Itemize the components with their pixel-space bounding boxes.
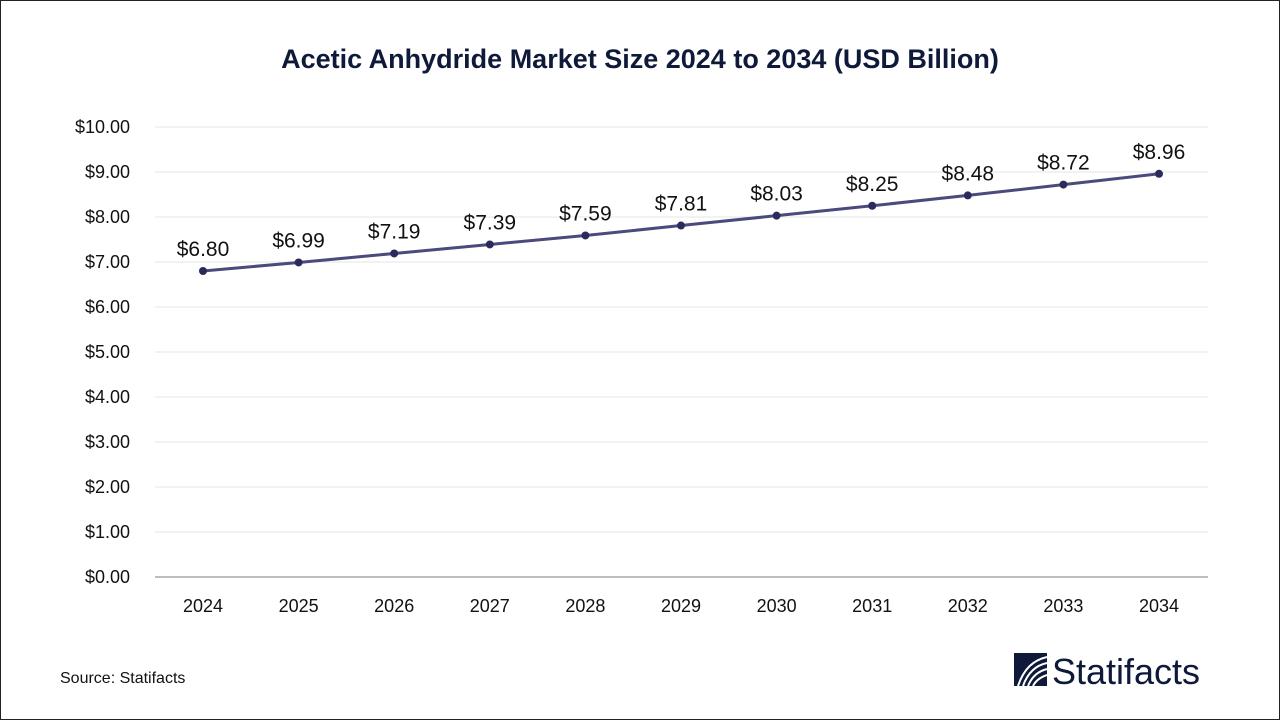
brand-name: Statifacts [1052,651,1200,692]
x-tick-label: 2026 [374,596,414,616]
x-tick-label: 2031 [852,596,892,616]
data-point [199,267,207,275]
y-tick-label: $2.00 [85,477,130,497]
data-point [485,240,494,249]
statifacts-logo: Statifacts [1014,651,1200,692]
data-label: $7.81 [655,193,708,216]
data-label: $7.19 [368,220,421,243]
y-tick-label: $4.00 [85,387,130,407]
chart-title: Acetic Anhydride Market Size 2024 to 203… [281,44,999,74]
x-tick-label: 2029 [661,596,701,616]
data-point [1059,180,1068,189]
x-tick-label: 2025 [279,596,319,616]
y-tick-label: $8.00 [85,207,130,227]
data-label: $7.39 [464,211,517,234]
x-tick-label: 2027 [470,596,510,616]
data-label: $6.99 [272,229,325,252]
data-point [772,211,781,220]
data-point [294,258,303,267]
y-tick-label: $10.00 [75,117,130,137]
statifacts-logo-icon [1014,653,1048,687]
data-label: $6.80 [177,238,230,261]
data-point [677,221,685,230]
y-tick-label: $5.00 [85,342,130,362]
x-tick-label: 2024 [183,596,223,616]
y-tick-label: $1.00 [85,522,130,542]
data-point [963,191,972,200]
data-label: $8.48 [942,162,995,185]
data-point [581,231,590,240]
x-tick-label: 2034 [1139,596,1179,616]
data-label: $8.96 [1133,141,1186,164]
data-label: $8.03 [750,183,803,206]
data-label: $8.25 [846,173,899,196]
data-point [868,201,877,210]
x-tick-label: 2028 [565,596,605,616]
data-label: $7.59 [559,202,612,225]
data-point [1155,169,1163,178]
source-note: Source: Statifacts [60,670,185,687]
y-tick-label: $0.00 [85,567,130,587]
x-tick-label: 2032 [948,596,988,616]
x-tick-label: 2030 [757,596,797,616]
x-tick-label: 2033 [1043,596,1083,616]
y-tick-label: $6.00 [85,297,130,317]
y-tick-label: $7.00 [85,252,130,272]
data-point [390,249,399,258]
y-tick-label: $3.00 [85,432,130,452]
data-label: $8.72 [1037,152,1090,175]
y-tick-label: $9.00 [85,162,130,182]
